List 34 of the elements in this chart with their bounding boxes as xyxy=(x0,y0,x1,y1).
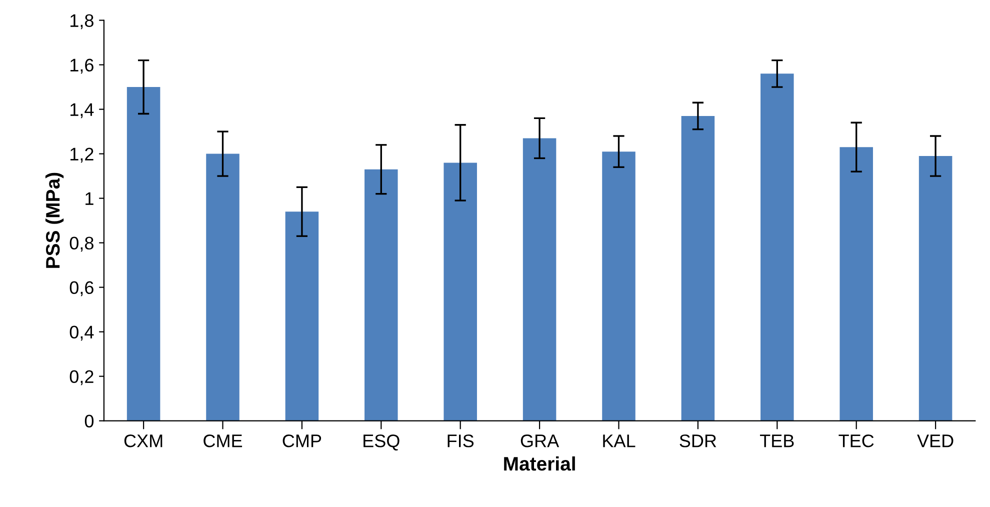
bar xyxy=(444,162,477,421)
x-tick-label: TEC xyxy=(838,434,874,448)
x-tick-label: TEB xyxy=(760,434,794,448)
bar xyxy=(760,74,794,421)
bar xyxy=(206,154,240,421)
bar xyxy=(918,156,952,421)
x-tick-label: VED xyxy=(917,434,954,448)
y-tick-label: 1,8 xyxy=(70,14,94,30)
x-tick-label: ESQ xyxy=(364,434,400,450)
x-tick-label: GRA xyxy=(520,434,560,448)
y-tick-label: 1,6 xyxy=(70,58,94,74)
y-tick-label: 1 xyxy=(86,192,94,205)
bar xyxy=(285,212,319,421)
x-tick-label: CXM xyxy=(124,434,162,448)
bar xyxy=(681,116,715,421)
bar xyxy=(364,169,398,421)
y-tick-label: 0 xyxy=(84,414,94,428)
y-tick-label: 0,8 xyxy=(70,236,94,252)
x-tick-label: CMP xyxy=(282,434,322,448)
y-tick-label: 1,4 xyxy=(70,103,94,118)
y-tick-label: 0,4 xyxy=(70,326,94,341)
y-tick-label: 0,6 xyxy=(70,281,94,296)
bar xyxy=(126,87,160,421)
y-tick-label: 0,2 xyxy=(70,370,94,386)
y-axis-title: PSS (MPa) xyxy=(45,172,64,268)
x-tick-label: FIS xyxy=(448,434,474,448)
bar xyxy=(602,152,636,421)
x-tick-label: CME xyxy=(204,434,242,448)
y-tick-label: 1,2 xyxy=(70,148,94,163)
x-axis-title: Material xyxy=(504,456,575,471)
bar xyxy=(840,147,873,421)
x-tick-label: SDR xyxy=(680,434,716,448)
bar xyxy=(522,138,556,421)
x-tick-label: KAL xyxy=(603,434,636,448)
